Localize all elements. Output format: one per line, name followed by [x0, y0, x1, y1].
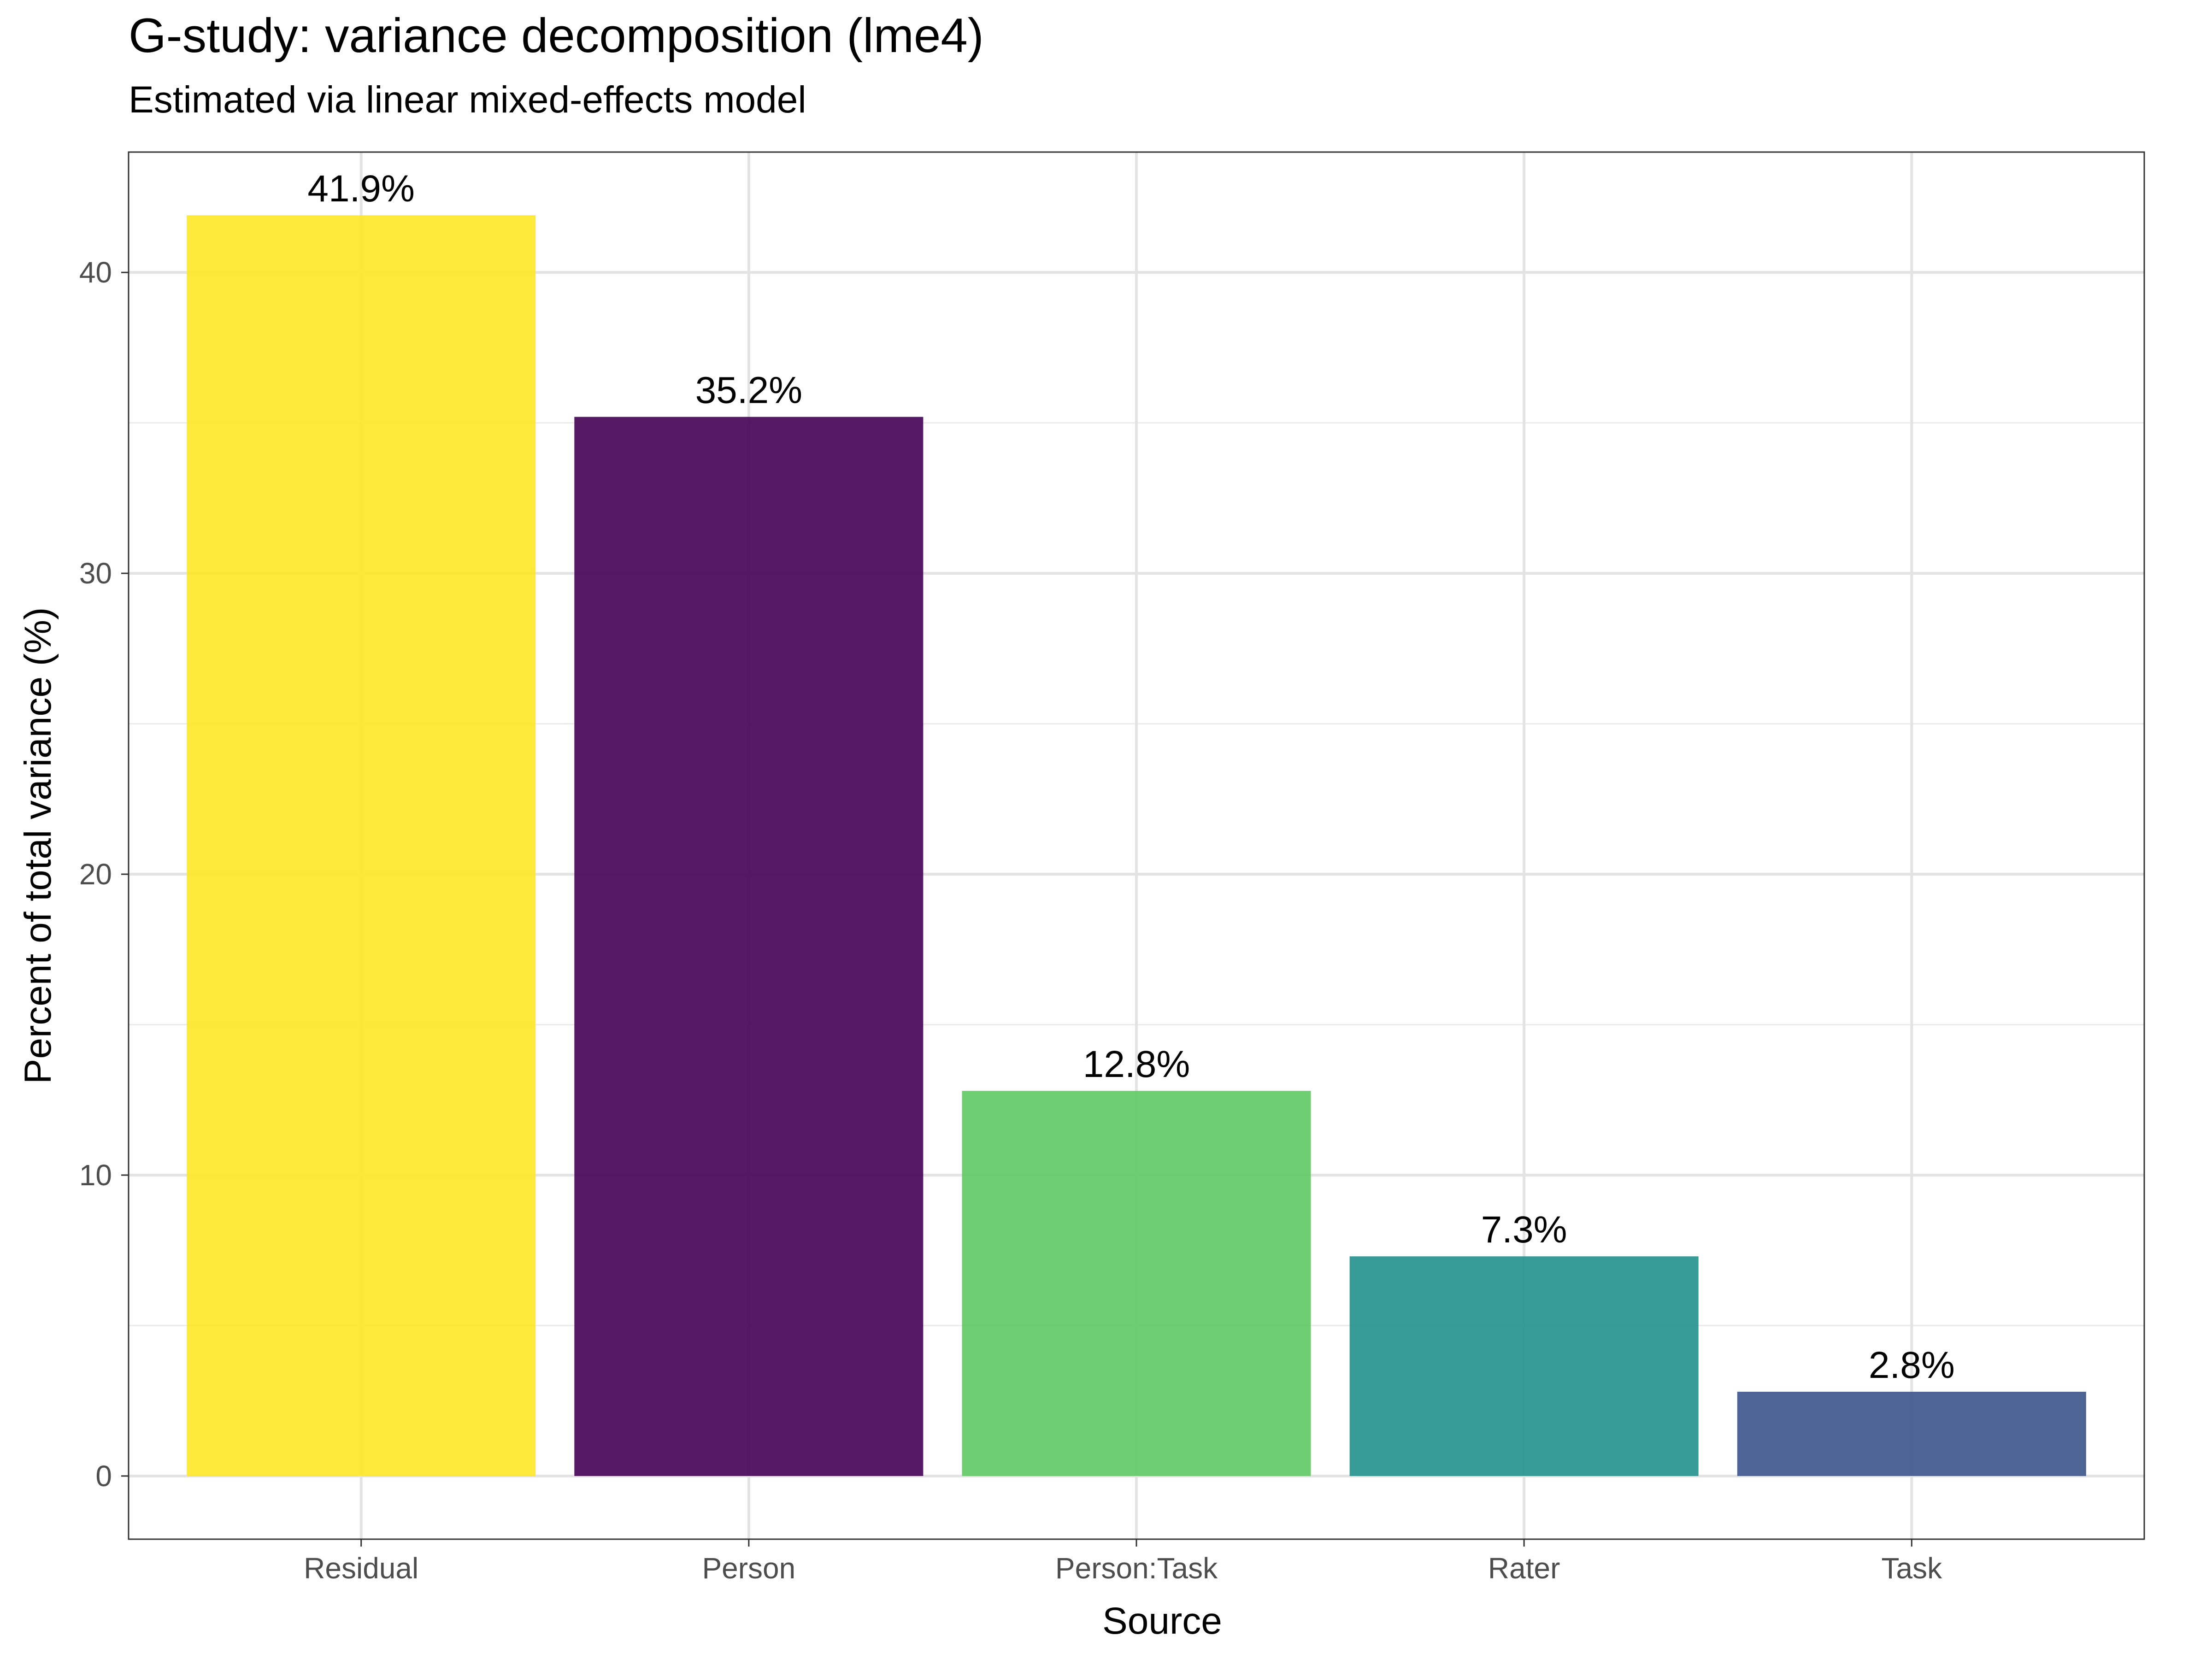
- x-tick-label: Residual: [304, 1552, 418, 1585]
- y-tick-label: 20: [79, 858, 112, 891]
- y-axis-title: Percent of total variance (%): [17, 607, 59, 1084]
- x-axis: Residual Person Person:Task Rater Task: [304, 1539, 1942, 1585]
- bar-rater: [1349, 1256, 1699, 1476]
- x-tick-label: Task: [1882, 1552, 1943, 1585]
- chart-subtitle: Estimated via linear mixed-effects model: [129, 79, 806, 121]
- x-tick-label: Rater: [1488, 1552, 1560, 1585]
- bar-person: [574, 417, 924, 1476]
- y-tick-label: 10: [79, 1159, 112, 1192]
- bar-person-task: [962, 1091, 1311, 1476]
- bar-residual: [187, 215, 536, 1476]
- x-tick-label: Person:Task: [1055, 1552, 1218, 1585]
- chart-title: G-study: variance decomposition (lme4): [129, 9, 984, 63]
- y-tick-label: 0: [95, 1459, 112, 1493]
- x-axis-title: Source: [1102, 1600, 1222, 1642]
- bars-group: [187, 215, 2086, 1476]
- data-label: 2.8%: [1869, 1344, 1955, 1386]
- y-tick-label: 40: [79, 256, 112, 289]
- data-label: 41.9%: [307, 168, 415, 210]
- data-label: 7.3%: [1481, 1209, 1567, 1251]
- data-label: 35.2%: [695, 370, 803, 412]
- x-tick-label: Person: [702, 1552, 795, 1585]
- y-tick-label: 30: [79, 557, 112, 590]
- bar-task: [1737, 1392, 2086, 1476]
- data-label: 12.8%: [1083, 1043, 1190, 1085]
- data-labels-group: 41.9% 35.2% 12.8% 7.3% 2.8%: [307, 168, 1954, 1386]
- y-axis: 0 10 20 30 40: [79, 256, 129, 1493]
